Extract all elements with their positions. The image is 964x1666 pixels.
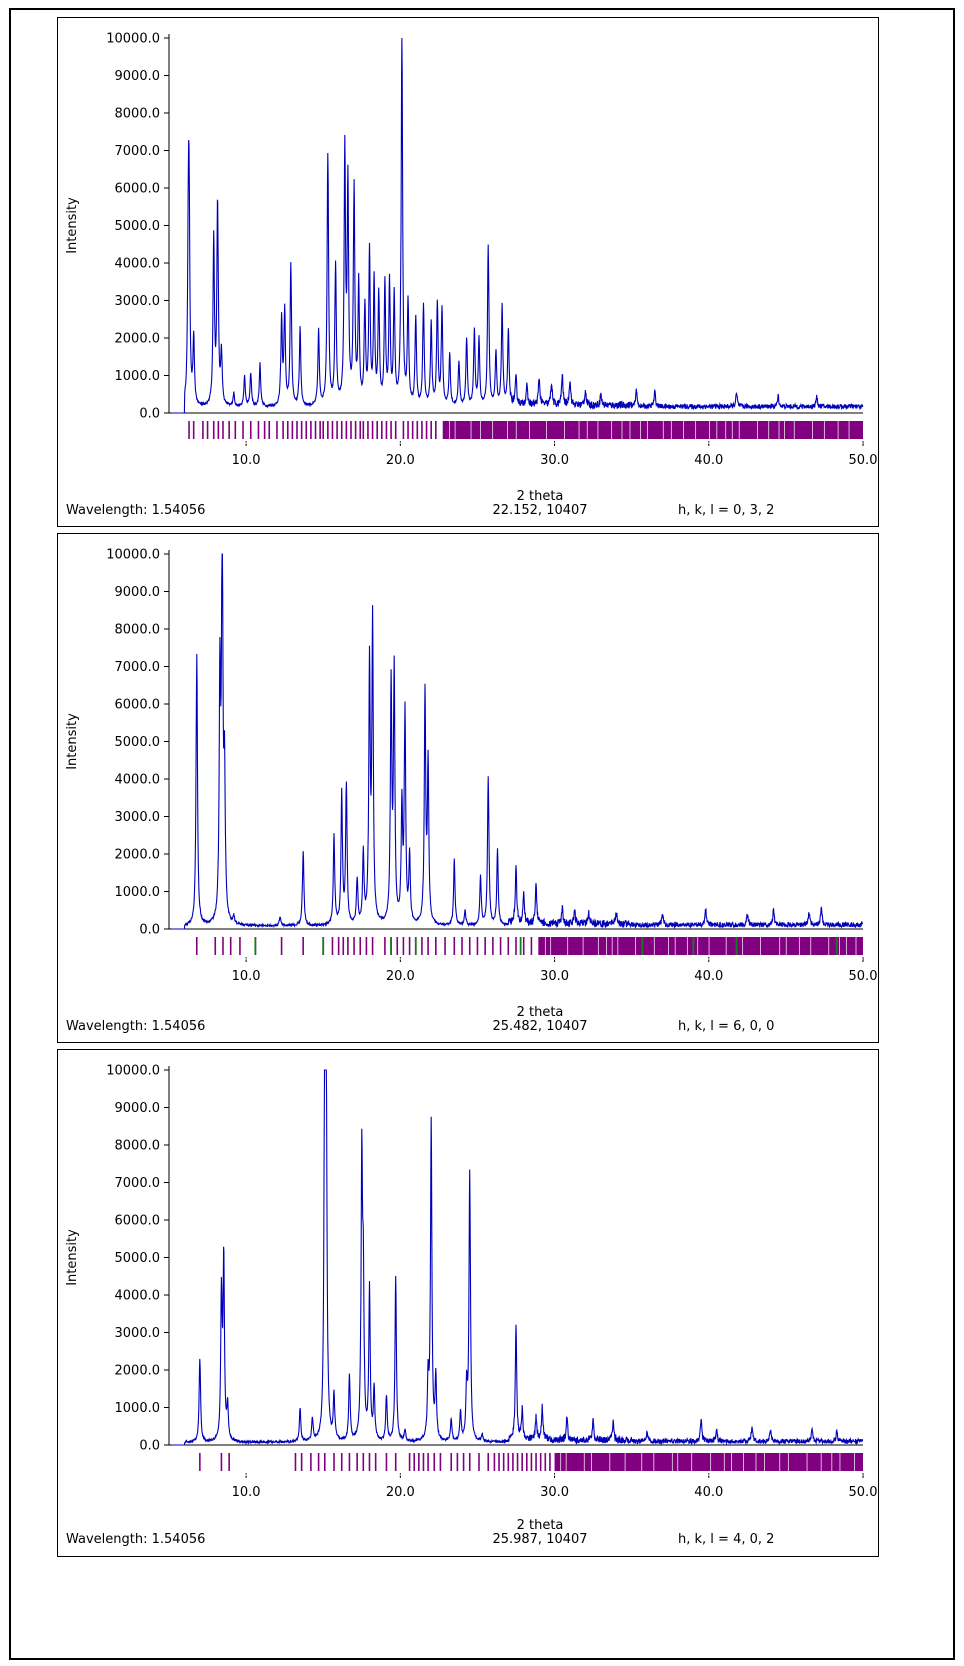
y-tick-label: 3000.0: [115, 810, 161, 825]
x-tick-label: 30.0: [540, 969, 569, 984]
y-tick-label: 10000.0: [106, 1064, 160, 1079]
y-tick-label: 6000.0: [115, 698, 161, 713]
y-tick-label: 6000.0: [115, 182, 161, 197]
y-tick-label: 5000.0: [115, 219, 161, 234]
y-tick-label: 9000.0: [115, 585, 161, 600]
y-tick-label: 4000.0: [115, 1289, 161, 1304]
x-axis-title: 2 theta 25.482, 10407: [492, 1005, 588, 1034]
y-axis-title: Intensity: [65, 197, 80, 254]
x-tick-label: 40.0: [694, 453, 723, 468]
x-tick-label: 10.0: [232, 1485, 261, 1500]
wavelength-label: Wavelength: 1.54056: [66, 1019, 206, 1034]
reflection-tick-band: [554, 1453, 863, 1471]
x-axis-title: 2 theta 22.152, 10407: [492, 489, 588, 518]
hkl-label: h, k, l = 0, 3, 2: [678, 503, 775, 518]
x-tick-label: 30.0: [540, 1485, 569, 1500]
y-tick-label: 9000.0: [115, 1101, 161, 1116]
y-tick-label: 2000.0: [115, 332, 161, 347]
plot-area-1: 0.0 1000.0 2000.0 3000.0 4000.0 5000.0 6000.0 7…: [65, 32, 878, 469]
reflection-ticks: [195, 937, 540, 955]
y-tick-label: 2000.0: [115, 1364, 161, 1379]
chart-panel-1: 0.0 1000.0 2000.0 3000.0 4000.0 5000.0 6000.0 7…: [57, 17, 879, 527]
cursor-readout: 22.152, 10407: [492, 503, 588, 518]
x-tick-label: 40.0: [694, 1485, 723, 1500]
wavelength-label: Wavelength: 1.54056: [66, 503, 206, 518]
x-tick-label: 50.0: [849, 1485, 878, 1500]
x-tick-label: 20.0: [386, 969, 415, 984]
y-tick-label: 5000.0: [115, 735, 161, 750]
y-tick-label: 5000.0: [115, 1251, 161, 1266]
reflection-ticks: [199, 1453, 551, 1471]
y-tick-label: 0.0: [139, 1439, 160, 1454]
y-tick-label: 3000.0: [115, 294, 161, 309]
y-tick-label: 7000.0: [115, 1176, 161, 1191]
plot-area-3: 0.0 1000.0 2000.0 3000.0 4000.0 5000.0 6000.0 7…: [65, 1064, 878, 1501]
x-axis-title: 2 theta 25.987, 10407: [492, 1518, 588, 1547]
reflection-tick-band: [443, 421, 863, 439]
chart-panel-3: 0.0 1000.0 2000.0 3000.0 4000.0 5000.0 6000.0 7…: [57, 1049, 879, 1557]
diffraction-profile-line: [172, 37, 864, 414]
wavelength-label: Wavelength: 1.54056: [66, 1532, 206, 1547]
y-tick-label: 1000.0: [115, 369, 161, 384]
hkl-label: h, k, l = 6, 0, 0: [678, 1019, 775, 1034]
y-tick-label: 9000.0: [115, 69, 161, 84]
y-tick-label: 7000.0: [115, 660, 161, 675]
plot-area-2: 0.0 1000.0 2000.0 3000.0 4000.0 5000.0 6000.0 7…: [65, 548, 878, 985]
x-tick-label: 50.0: [849, 969, 878, 984]
hkl-label: h, k, l = 4, 0, 2: [678, 1532, 775, 1547]
y-tick-label: 8000.0: [115, 107, 161, 122]
reflection-tick-band: [539, 937, 863, 955]
x-tick-label: 40.0: [694, 969, 723, 984]
x-tick-label: 10.0: [232, 969, 261, 984]
y-tick-label: 0.0: [139, 923, 160, 938]
x-tick-label: 20.0: [386, 1485, 415, 1500]
y-tick-label: 10000.0: [106, 548, 160, 563]
y-tick-label: 8000.0: [115, 623, 161, 638]
y-tick-label: 4000.0: [115, 773, 161, 788]
cursor-readout: 25.482, 10407: [492, 1019, 588, 1034]
diffraction-profile-line: [172, 1069, 864, 1446]
x-tick-label: 10.0: [232, 453, 261, 468]
cursor-readout: 25.987, 10407: [492, 1532, 588, 1547]
y-tick-label: 10000.0: [106, 32, 160, 47]
x-tick-label: 30.0: [540, 453, 569, 468]
y-axis-title: Intensity: [65, 713, 80, 770]
y-tick-label: 1000.0: [115, 885, 161, 900]
y-tick-label: 8000.0: [115, 1139, 161, 1154]
y-tick-label: 7000.0: [115, 144, 161, 159]
y-tick-label: 1000.0: [115, 1401, 161, 1416]
y-tick-label: 6000.0: [115, 1214, 161, 1229]
x-tick-label: 50.0: [849, 453, 878, 468]
y-tick-label: 0.0: [139, 407, 160, 422]
diffraction-profile-line: [172, 553, 864, 930]
y-tick-label: 4000.0: [115, 257, 161, 272]
y-axis-title: Intensity: [65, 1229, 80, 1286]
x-tick-label: 20.0: [386, 453, 415, 468]
y-tick-label: 2000.0: [115, 848, 161, 863]
chart-panel-2: 0.0 1000.0 2000.0 3000.0 4000.0 5000.0 6000.0 7…: [57, 533, 879, 1043]
y-tick-label: 3000.0: [115, 1326, 161, 1341]
